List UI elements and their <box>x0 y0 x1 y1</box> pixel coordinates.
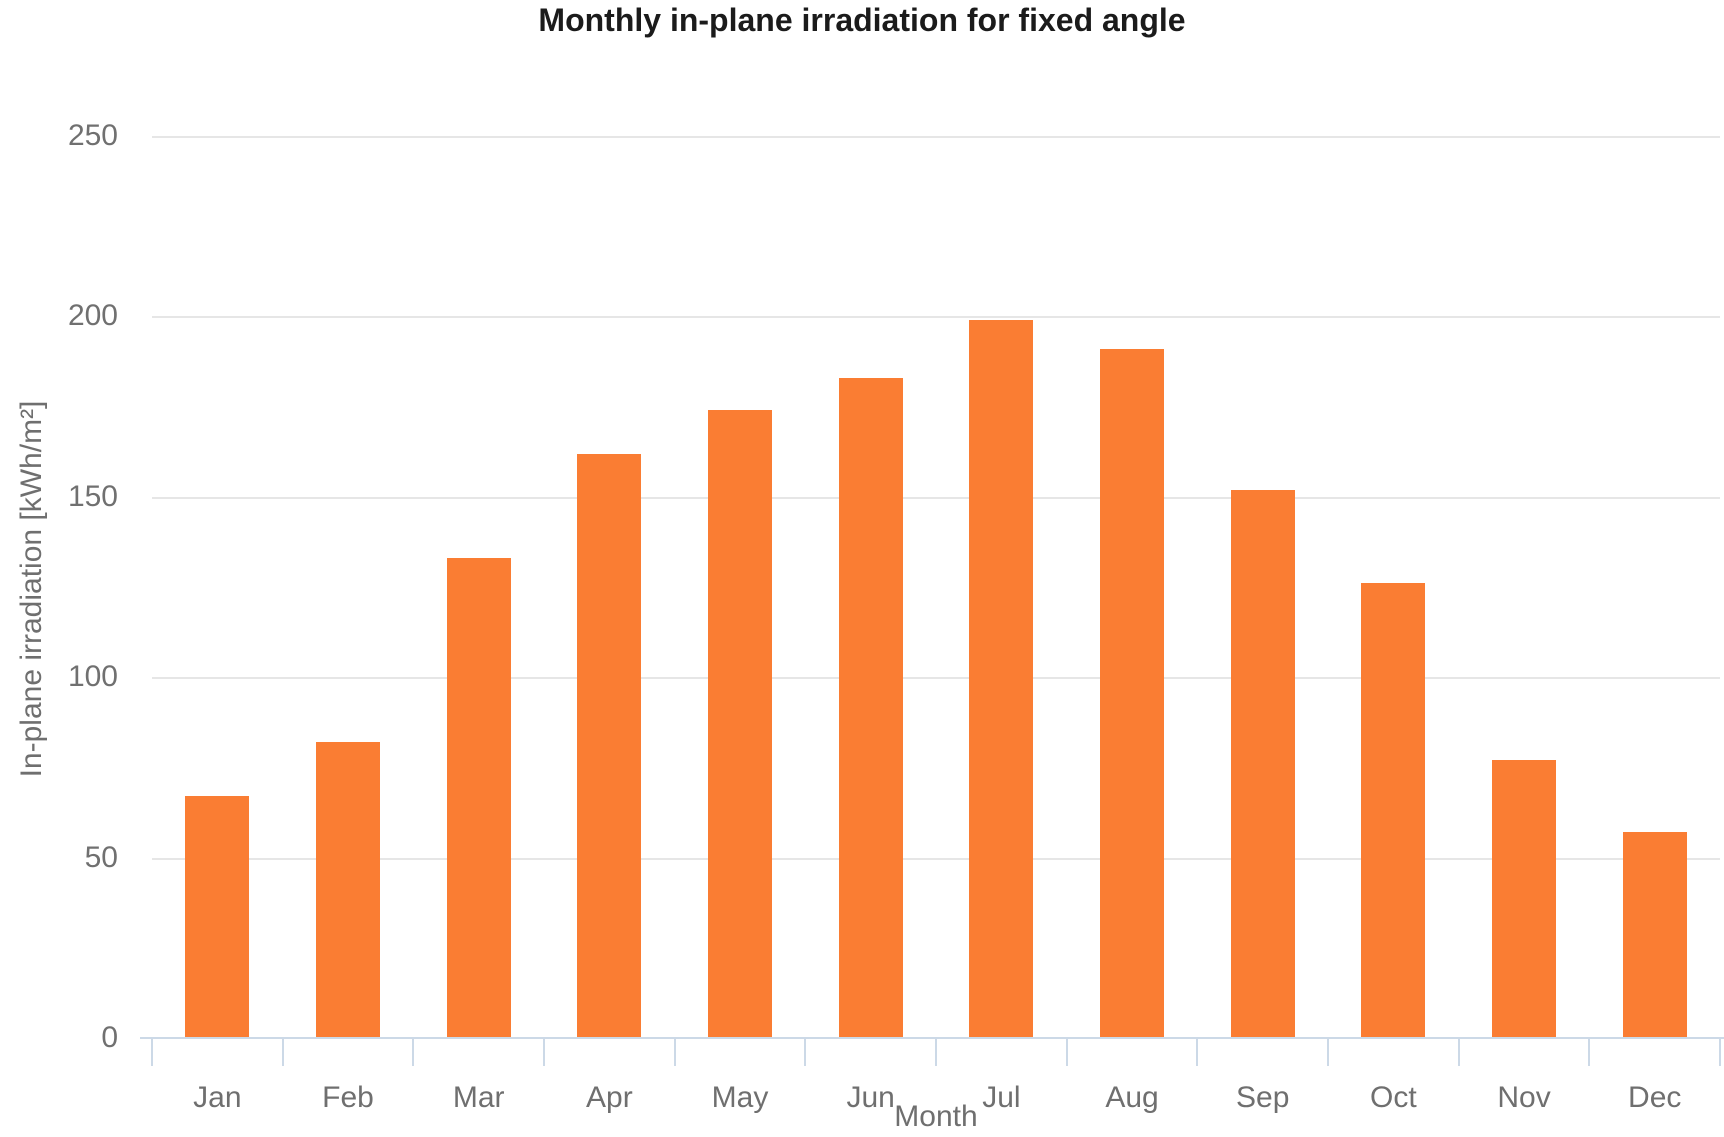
chart-title: Monthly in-plane irradiation for fixed a… <box>538 2 1186 38</box>
y-tick-label-50: 50 <box>84 840 118 874</box>
bar-slot-apr <box>544 136 675 1038</box>
bar-slot-jan <box>152 136 283 1038</box>
bar-aug[interactable] <box>1100 348 1165 1038</box>
month-label-nov: Nov <box>1497 1081 1551 1114</box>
bar-oct[interactable] <box>1361 583 1426 1038</box>
y-axis-tick-labels: 0 50 100 150 200 250 <box>0 119 118 1054</box>
bar-sep[interactable] <box>1230 489 1295 1038</box>
y-tick-label-150: 150 <box>67 479 118 513</box>
bar-feb[interactable] <box>316 742 380 1038</box>
x-tick-mark-6 <box>935 1039 937 1066</box>
x-tick-mark-1 <box>281 1039 284 1066</box>
x-tick-mark-11 <box>1588 1039 1591 1066</box>
x-tick-mark-9 <box>1327 1039 1329 1066</box>
bar-nov[interactable] <box>1492 760 1557 1038</box>
bar-slot-dec <box>1589 136 1720 1038</box>
gridline-y-50 <box>152 857 1720 860</box>
bar-slot-jun <box>805 136 936 1038</box>
bar-slot-feb <box>283 136 414 1038</box>
x-tick-mark-5 <box>804 1039 807 1066</box>
bar-slot-sep <box>1197 136 1328 1038</box>
bar-dec[interactable] <box>1622 832 1687 1038</box>
x-tick-mark-10 <box>1457 1039 1460 1066</box>
bar-slot-jul <box>936 136 1067 1038</box>
bar-jun[interactable] <box>838 377 903 1038</box>
month-label-jan: Jan <box>193 1081 242 1114</box>
gridline-y-200 <box>152 316 1720 319</box>
x-tick-mark-8 <box>1196 1039 1199 1066</box>
month-label-sep: Sep <box>1236 1081 1290 1114</box>
month-label-aug: Aug <box>1105 1081 1159 1114</box>
x-axis-category-labels: Jan Feb Mar Apr May Jun Jul Aug Sep Oct Nov Dec <box>152 1081 1720 1115</box>
plot-area <box>152 136 1720 1038</box>
month-label-may: May <box>711 1081 769 1114</box>
month-label-mar: Mar <box>452 1081 505 1114</box>
x-tick-mark-7 <box>1065 1039 1068 1066</box>
x-tick-mark-12 <box>1719 1039 1721 1066</box>
gridline-y-100 <box>152 677 1720 680</box>
month-label-dec: Dec <box>1628 1081 1682 1114</box>
x-axis-line <box>140 1037 1724 1039</box>
y-tick-label-200: 200 <box>67 299 118 333</box>
bar-slot-may <box>675 136 806 1038</box>
bar-series <box>152 136 1720 1038</box>
bar-jul[interactable] <box>969 320 1034 1038</box>
x-axis-tick-marks <box>151 1039 1721 1066</box>
x-axis-title: Month <box>894 1100 978 1133</box>
y-tick-label-100: 100 <box>67 660 118 694</box>
gridline-y-250 <box>152 136 1720 138</box>
bar-jan[interactable] <box>185 796 250 1038</box>
month-label-jul: Jul <box>982 1081 1021 1114</box>
x-tick-mark-4 <box>673 1039 676 1066</box>
x-tick-mark-3 <box>543 1039 545 1066</box>
month-label-jun: Jun <box>846 1081 895 1114</box>
y-tick-label-0: 0 <box>101 1021 118 1054</box>
month-label-apr: Apr <box>586 1081 633 1114</box>
bar-slot-nov <box>1459 136 1590 1038</box>
bar-mar[interactable] <box>446 558 511 1038</box>
y-tick-label-250: 250 <box>67 119 118 152</box>
x-tick-mark-2 <box>412 1039 415 1066</box>
bar-slot-aug <box>1067 136 1198 1038</box>
bar-may[interactable] <box>708 410 773 1038</box>
x-tick-mark-0 <box>151 1039 153 1066</box>
gridline-y-150 <box>152 496 1720 499</box>
month-label-feb: Feb <box>322 1081 374 1114</box>
bar-apr[interactable] <box>577 453 642 1038</box>
bar-slot-oct <box>1328 136 1459 1038</box>
bar-slot-mar <box>413 136 544 1038</box>
month-label-oct: Oct <box>1370 1081 1417 1114</box>
